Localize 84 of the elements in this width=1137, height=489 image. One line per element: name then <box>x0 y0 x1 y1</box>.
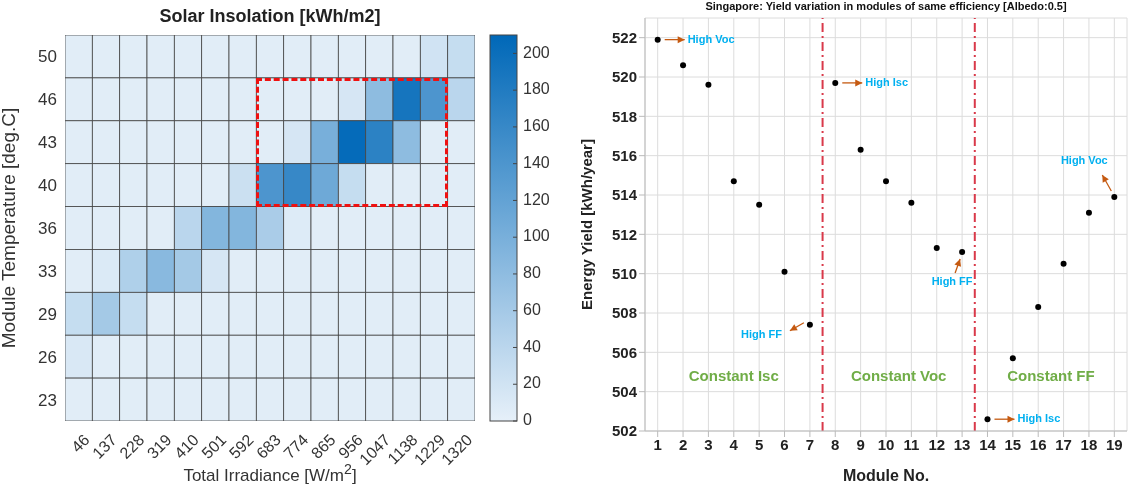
point <box>883 178 889 185</box>
x-tick-label: 18 <box>1080 435 1098 453</box>
color-bar-label: 100 <box>523 227 550 245</box>
x-tick-label: 12 <box>928 435 946 453</box>
point <box>654 36 661 43</box>
point <box>959 249 966 256</box>
y-tick-label: 508 <box>611 304 637 322</box>
x-axis-title: Module No. <box>842 467 930 484</box>
color-bar-label: 40 <box>523 337 541 355</box>
x-tick-label: 9 <box>856 435 865 453</box>
point <box>832 79 839 86</box>
point <box>984 416 991 423</box>
chart-title: Solar Insolation [kWh/m2] <box>158 6 382 27</box>
y-tick-label: 514 <box>611 186 638 204</box>
y-tick-label: 512 <box>611 225 637 243</box>
y-tick-label: 516 <box>611 146 637 164</box>
annotation: Constant FF <box>1007 367 1095 385</box>
x-tick-label: 2 <box>678 435 688 453</box>
y-tick-label: 43 <box>38 133 57 153</box>
y-tick-label: 36 <box>38 219 57 239</box>
point <box>1060 260 1067 267</box>
point <box>908 199 915 206</box>
color-bar-label: 80 <box>523 264 541 282</box>
point <box>756 201 763 208</box>
y-axis-title: Energy Yield [kWh/year] <box>578 139 596 310</box>
y-tick-label: 33 <box>38 261 57 281</box>
point <box>1009 355 1016 362</box>
point <box>1111 193 1118 200</box>
point <box>933 245 940 252</box>
x-tick-label: 11 <box>903 435 920 453</box>
x-tick-label: 7 <box>805 435 815 453</box>
y-tick-label: 506 <box>611 343 637 361</box>
x-tick-label: 1 <box>653 435 662 453</box>
annotation: Constant Isc <box>688 367 779 385</box>
point <box>1035 304 1042 311</box>
y-tick-label: 510 <box>611 264 637 282</box>
point <box>730 178 737 185</box>
annotation: Constant Voc <box>850 367 947 385</box>
x-tick-label: 16 <box>1029 435 1047 453</box>
y-tick-label: 504 <box>611 382 638 400</box>
annotation: High Voc <box>1060 153 1108 166</box>
y-tick-label: 26 <box>38 347 57 367</box>
x-tick-label: 15 <box>1004 435 1022 453</box>
x-tick-label: 13 <box>953 435 971 453</box>
x-tick-label: 4 <box>729 435 739 453</box>
color-bar-label: 160 <box>523 117 550 135</box>
annotation: High FF <box>740 327 783 340</box>
color-bar-label: 200 <box>523 43 550 61</box>
point <box>857 146 864 153</box>
y-tick-label: 29 <box>38 304 57 324</box>
y-tick-label: 518 <box>611 107 637 125</box>
color-bar-label: 140 <box>523 153 550 171</box>
y-tick-label: 522 <box>611 28 637 46</box>
x-tick-label: 5 <box>754 435 764 453</box>
x-axis-title: Total Irradiance [W/m$^{2}$] <box>183 461 357 485</box>
point <box>1085 209 1092 216</box>
y-tick-label: 520 <box>611 68 637 86</box>
color-bar-label: 60 <box>523 300 541 318</box>
point <box>680 62 687 69</box>
y-tick-label: 46 <box>38 90 57 110</box>
point <box>806 321 813 328</box>
x-tick-label: 10 <box>877 435 895 453</box>
color-bar-label: 0 <box>523 411 532 429</box>
x-tick-label: 8 <box>831 435 840 453</box>
point <box>781 268 788 275</box>
y-axis-title: Module Temperature [deg.C] <box>0 107 19 349</box>
y-tick-label: 50 <box>38 47 57 67</box>
x-tick-label: 14 <box>979 435 997 453</box>
annotation: High FF <box>931 274 973 287</box>
chart-title: Singapore: Yield variation in modules of same efficiency [Albedo:0.5] <box>704 0 1068 12</box>
annotation: High Isc <box>865 75 909 88</box>
color-bar-label: 180 <box>523 80 550 98</box>
y-tick-label: 23 <box>38 390 57 410</box>
y-tick-label: 502 <box>611 422 637 440</box>
x-tick-label: 6 <box>780 435 789 453</box>
x-tick-label: 17 <box>1055 435 1072 453</box>
annotation: High Voc <box>687 32 735 45</box>
x-tick-label: 3 <box>704 435 713 453</box>
x-tick-label: 19 <box>1105 435 1123 453</box>
annotation: High Isc <box>1017 412 1061 425</box>
y-tick-label: 40 <box>38 176 57 196</box>
color-bar-label: 20 <box>523 374 541 392</box>
color-bar-label: 120 <box>523 190 550 208</box>
point <box>705 81 712 88</box>
